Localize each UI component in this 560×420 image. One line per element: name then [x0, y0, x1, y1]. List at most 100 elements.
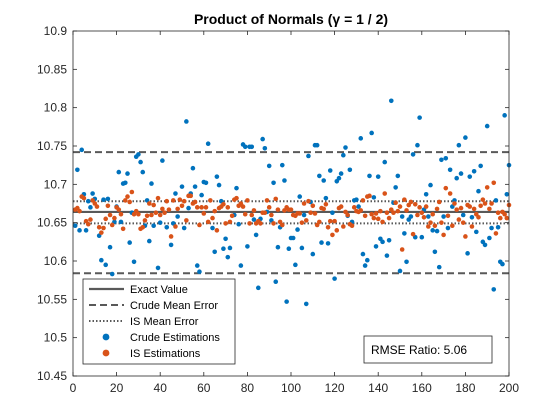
is-point [334, 228, 340, 233]
crude-point [210, 225, 215, 231]
crude-point [181, 225, 187, 231]
y-tick-label: 10.6 [44, 254, 68, 268]
is-point [362, 213, 368, 219]
crude-point [160, 158, 165, 163]
is-point [221, 201, 226, 207]
crude-point [306, 153, 311, 159]
crude-point [397, 268, 403, 274]
crude-point [186, 205, 191, 211]
crude-point [410, 152, 416, 157]
is-point [338, 204, 344, 209]
crude-point [367, 173, 372, 179]
crude-point [430, 228, 436, 233]
crude-point [471, 169, 477, 174]
is-point [99, 230, 104, 235]
crude-point [386, 238, 392, 243]
crude-point [456, 142, 462, 148]
is-point [116, 207, 122, 212]
crude-point [234, 185, 239, 191]
crude-point [149, 181, 154, 186]
crude-point [325, 241, 331, 246]
crude-point [467, 174, 473, 179]
crude-point [495, 224, 501, 230]
is-point [223, 221, 228, 226]
crude-point [164, 224, 170, 230]
crude-point [157, 220, 163, 225]
is-point [240, 204, 246, 209]
crude-point [404, 259, 409, 265]
crude-point [493, 198, 499, 203]
crude-point [194, 263, 200, 268]
is-point [192, 199, 198, 205]
is-point [497, 215, 503, 221]
crude-point [136, 152, 141, 157]
is-point [168, 234, 174, 239]
x-tick-label: 180 [455, 381, 475, 395]
is-point [439, 220, 444, 225]
crude-point [173, 191, 178, 196]
is-point [194, 205, 200, 210]
is-point [96, 224, 102, 230]
is-point [247, 221, 252, 226]
is-points [72, 180, 512, 252]
crude-point [489, 225, 494, 231]
crude-point [310, 251, 316, 257]
crude-point [138, 159, 143, 165]
crude-point [354, 197, 359, 202]
is-point [443, 185, 449, 191]
is-point [415, 212, 420, 218]
is-point [175, 206, 180, 212]
is-point [358, 208, 364, 213]
is-point [203, 205, 209, 210]
is-point [395, 208, 401, 214]
crude-point [242, 144, 248, 150]
is-point [467, 204, 473, 209]
crude-point [336, 175, 342, 181]
crude-point [271, 180, 276, 186]
crude-point [369, 130, 374, 136]
is-point [109, 222, 115, 228]
is-point [399, 247, 405, 252]
crude-point [286, 246, 292, 252]
crude-point [262, 146, 268, 151]
rmse-box [363, 335, 493, 364]
crude-point [484, 123, 490, 129]
crude-point [445, 225, 451, 231]
legend-box [82, 278, 236, 365]
crude-point [151, 223, 156, 229]
is-point [242, 211, 248, 217]
is-point [367, 193, 372, 199]
is-point [310, 203, 316, 209]
is-point [471, 206, 477, 212]
is-point [275, 207, 281, 212]
crude-point [393, 185, 398, 190]
is-point [85, 221, 91, 227]
is-point [423, 204, 429, 209]
is-point [101, 225, 106, 231]
y-tick-label: 10.5 [44, 331, 68, 345]
is-point [164, 198, 170, 204]
legend-crude-label: Crude Estimations [130, 332, 220, 344]
crude-point [192, 184, 198, 189]
crude-point [330, 210, 335, 215]
crude-point [388, 98, 394, 104]
crude-point [279, 162, 285, 168]
is-point [88, 217, 93, 222]
crude-point [487, 235, 492, 241]
x-tick-label: 80 [241, 381, 255, 395]
x-tick-label: 100 [281, 381, 301, 395]
legend-exact-label: Exact Value [130, 284, 188, 296]
crude-point [434, 228, 440, 234]
crude-point [347, 167, 353, 173]
crude-point [332, 276, 337, 281]
is-point [487, 206, 492, 212]
crude-point [131, 259, 137, 265]
is-point [391, 210, 396, 215]
is-point [303, 218, 309, 223]
is-point [153, 210, 159, 215]
crude-point [419, 234, 425, 240]
crude-point [223, 236, 228, 242]
is-point [177, 197, 183, 202]
crude-point [465, 251, 470, 256]
is-point [279, 222, 285, 228]
